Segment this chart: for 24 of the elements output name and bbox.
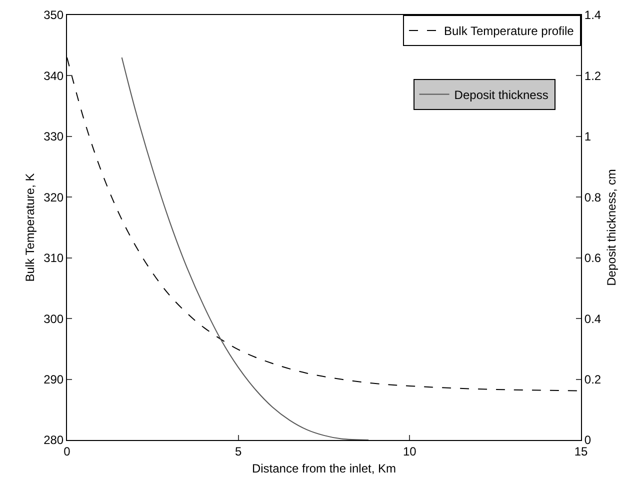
y2-tick-label: 1 [584, 130, 592, 144]
x-tick-label: 10 [402, 444, 417, 458]
y-tick-label: 300 [44, 312, 64, 326]
x-tick-label: 0 [64, 444, 71, 458]
y2-tick-label: 0.6 [584, 251, 602, 266]
y-tick-label: 320 [44, 190, 64, 204]
y-tick-label: 310 [44, 251, 64, 266]
y-tick-label: 330 [44, 130, 64, 144]
y2-tick-label: 1.4 [584, 8, 602, 22]
legend-label: Bulk Temperature profile [444, 24, 574, 38]
x-tick-label: 5 [234, 444, 242, 458]
y2-tick-label: 0.8 [584, 190, 602, 204]
y-tick-label: 340 [44, 68, 64, 83]
y-tick-label: 280 [44, 433, 64, 448]
line-series [121, 57, 370, 440]
y-tick-label: 290 [44, 372, 64, 386]
y2-tick-label: 0.4 [584, 312, 602, 326]
y2-tick-label: 0.2 [584, 372, 602, 386]
y2-tick-label: 1.2 [584, 68, 602, 83]
y-tick-label: 350 [44, 8, 64, 22]
y2-axis-title: Deposit thickness, cm [604, 169, 618, 286]
legend-label: Deposit thickness [454, 88, 548, 102]
y-axis-title: Bulk Temperature, K [22, 173, 37, 282]
x-axis-title: Distance from the inlet, Km [252, 461, 396, 476]
